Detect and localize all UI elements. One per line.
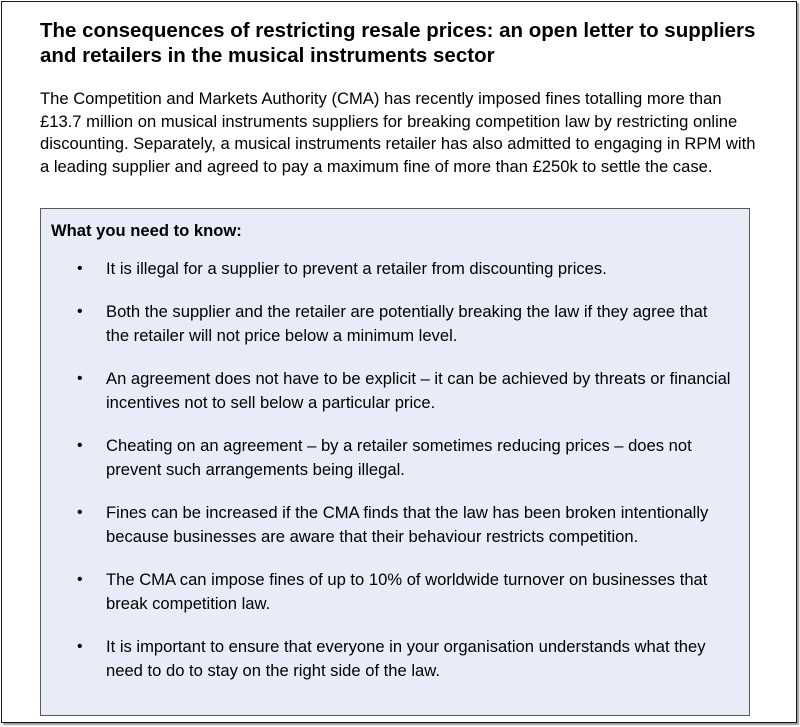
bullet-icon: •	[77, 571, 83, 588]
bullet-icon: •	[77, 437, 83, 454]
list-item: • The CMA can impose fines of up to 10% o…	[41, 568, 749, 616]
bullet-icon: •	[77, 303, 83, 320]
list-item: • Both the supplier and the retailer are …	[41, 300, 749, 348]
bullet-icon: •	[77, 638, 83, 655]
key-points-box: What you need to know: • It is illegal fo…	[40, 208, 750, 716]
list-item: • An agreement does not have to be explic…	[41, 367, 749, 415]
list-item-text: Cheating on an agreement – by a retailer…	[106, 436, 692, 479]
box-heading: What you need to know:	[51, 221, 242, 240]
list-item-text: The CMA can impose fines of up to 10% of…	[106, 570, 708, 613]
list-item-text: Both the supplier and the retailer are p…	[106, 302, 708, 345]
list-item-text: It is important to ensure that everyone …	[106, 637, 706, 680]
bullet-icon: •	[77, 370, 83, 387]
bullet-icon: •	[77, 504, 83, 521]
key-points-list: • It is illegal for a supplier to prevent…	[41, 257, 749, 702]
list-item: • It is important to ensure that everyone…	[41, 635, 749, 683]
bullet-icon: •	[77, 260, 83, 277]
list-item: • It is illegal for a supplier to prevent…	[41, 257, 749, 281]
list-item-text: An agreement does not have to be explici…	[106, 369, 731, 412]
page-title: The consequences of restricting resale p…	[40, 19, 756, 67]
list-item-text: It is illegal for a supplier to prevent …	[106, 259, 607, 278]
list-item-text: Fines can be increased if the CMA finds …	[106, 503, 709, 546]
list-item: • Fines can be increased if the CMA finds…	[41, 501, 749, 549]
list-item: • Cheating on an agreement – by a retaile…	[41, 434, 749, 482]
intro-paragraph: The Competition and Markets Authority (C…	[40, 89, 756, 176]
